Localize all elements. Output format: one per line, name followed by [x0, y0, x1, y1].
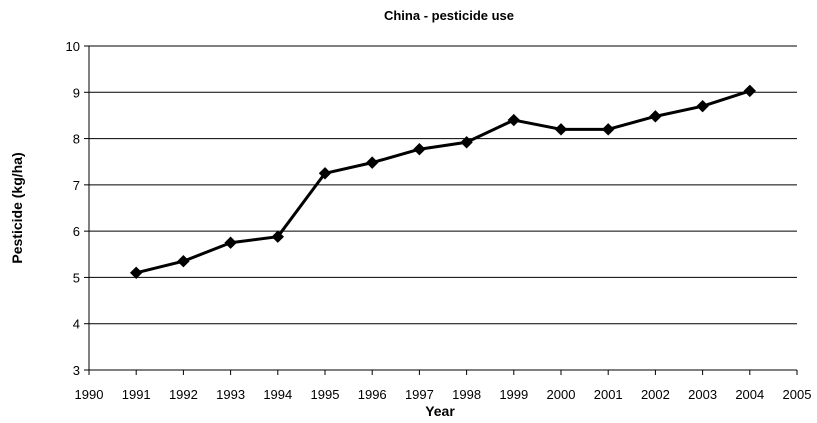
- axes: [88, 46, 797, 371]
- y-tick-label: 7: [73, 178, 80, 193]
- chart-title: China - pesticide use: [384, 8, 514, 23]
- x-tick-label: 2005: [783, 387, 812, 402]
- data-point: [696, 99, 709, 113]
- x-tick-label: 1995: [311, 387, 340, 402]
- x-tick-label: 1993: [216, 387, 245, 402]
- x-tick-label: 1998: [452, 387, 481, 402]
- x-tick-label: 1992: [169, 387, 198, 402]
- data-point: [271, 230, 285, 243]
- y-ticks: 3 4 5 6 7 8 9 10: [66, 39, 89, 378]
- x-tick-label: 1999: [499, 387, 528, 402]
- x-tick-label: 2001: [594, 387, 623, 402]
- data-point: [318, 167, 332, 180]
- y-tick-label: 10: [66, 39, 80, 54]
- y-tick-label: 5: [73, 270, 80, 285]
- y-tick-label: 4: [73, 317, 80, 332]
- data-point: [554, 123, 568, 136]
- y-tick-label: 8: [73, 132, 80, 147]
- data-point: [129, 266, 143, 280]
- x-tick-label: 1990: [75, 387, 104, 402]
- data-point: [224, 236, 237, 249]
- x-tick-label: 2004: [735, 387, 764, 402]
- x-tick-label: 2002: [641, 387, 670, 402]
- data-point: [743, 84, 757, 98]
- data-point: [649, 110, 662, 123]
- data-point: [413, 143, 426, 156]
- data-point: [365, 156, 379, 169]
- x-ticks: 1990 1991 1992 1993 1994 1995 1996 1997 1998 1999…: [75, 370, 812, 402]
- x-axis-title: Year: [425, 403, 455, 419]
- series: [129, 84, 757, 280]
- x-tick-label: 2000: [547, 387, 576, 402]
- series-line: [135, 89, 751, 275]
- data-point: [177, 255, 190, 268]
- y-axis-title: Pesticide (kg/ha): [9, 152, 25, 263]
- data-point: [507, 113, 521, 127]
- data-point: [601, 123, 615, 136]
- data-point: [460, 136, 473, 149]
- x-tick-label: 1997: [405, 387, 434, 402]
- x-tick-label: 1994: [263, 387, 292, 402]
- x-tick-label: 1991: [122, 387, 151, 402]
- x-tick-label: 1996: [358, 387, 387, 402]
- grid: [89, 45, 797, 325]
- y-tick-label: 6: [73, 224, 80, 239]
- y-tick-label: 3: [73, 363, 80, 378]
- x-tick-label: 2003: [688, 387, 717, 402]
- y-tick-label: 9: [73, 85, 80, 100]
